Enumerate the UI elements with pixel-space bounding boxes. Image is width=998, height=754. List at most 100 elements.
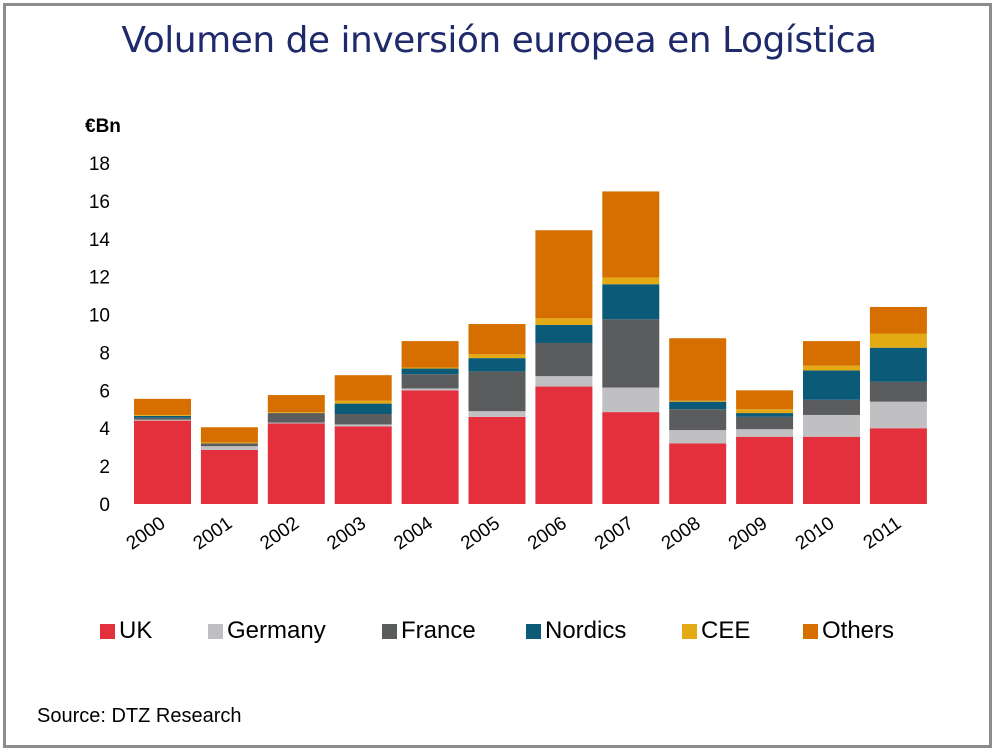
bar-segment-uk-2003 — [334, 426, 392, 504]
bar-segment-nordics-2008 — [669, 401, 727, 410]
y-tick-label: 6 — [99, 381, 110, 402]
x-tick-label: 2011 — [860, 513, 906, 554]
legend-swatch — [208, 623, 223, 639]
bar-segment-uk-2009 — [736, 436, 794, 504]
bar-segment-cee-2003 — [334, 400, 392, 404]
bar-segment-others-2004 — [401, 341, 459, 368]
legend-item-others: Others — [803, 614, 894, 648]
y-tick-label: 12 — [89, 268, 110, 289]
x-tick-label: 2003 — [323, 513, 370, 554]
bar-stack-2005 — [468, 324, 526, 504]
bar-stack-2001 — [200, 427, 258, 504]
legend-swatch — [100, 623, 115, 639]
legend-label: Germany — [227, 617, 326, 644]
bar-segment-others-2003 — [334, 375, 392, 401]
bar-segment-germany-2008 — [669, 430, 727, 444]
bar-segment-france-2002 — [267, 413, 325, 423]
bar-segment-france-2009 — [736, 416, 794, 430]
bar-segment-france-2008 — [669, 409, 727, 431]
y-tick-label: 16 — [89, 192, 110, 213]
x-tick-label: 2000 — [123, 513, 170, 554]
bar-segment-cee-2000 — [134, 414, 191, 416]
bar-segment-germany-2009 — [736, 429, 794, 437]
bar-segment-others-2006 — [535, 230, 593, 319]
bar-segment-cee-2005 — [468, 354, 526, 359]
bar-segment-others-2009 — [736, 390, 794, 410]
bar-stack-2011 — [869, 306, 927, 504]
bar-segment-uk-2000 — [134, 420, 191, 504]
bar-segment-germany-2001 — [200, 446, 258, 451]
legend-item-cee: CEE — [682, 614, 750, 648]
bar-segment-france-2010 — [803, 399, 860, 415]
y-tick-label: 18 — [89, 154, 110, 175]
bar-segment-uk-2004 — [401, 390, 459, 504]
bar-segment-uk-2008 — [669, 443, 727, 504]
bar-segment-germany-2003 — [334, 424, 392, 427]
bar-segment-uk-2007 — [602, 412, 660, 504]
bar-stack-2006 — [535, 230, 593, 504]
bar-segment-cee-2007 — [602, 277, 660, 285]
y-axis-ticks: 0 2 4 6 8 10 12 14 16 18 — [89, 154, 111, 516]
bar-segment-germany-2010 — [803, 414, 860, 437]
bar-stack-2007 — [602, 191, 660, 504]
legend-swatch — [682, 623, 697, 639]
chart-title: Volumen de inversión europea en Logístic… — [121, 20, 877, 61]
legend-swatch — [382, 623, 397, 639]
bar-segment-nordics-2005 — [468, 358, 526, 372]
bar-segment-germany-2007 — [602, 387, 660, 413]
bar-segment-cee-2011 — [869, 333, 927, 348]
bar-segment-france-2007 — [602, 319, 660, 388]
x-tick-label: 2004 — [390, 513, 437, 555]
bar-segment-germany-2006 — [535, 376, 593, 387]
bar-segment-cee-2002 — [267, 412, 325, 414]
y-tick-label: 8 — [99, 343, 110, 364]
legend-swatch — [526, 623, 541, 639]
bar-segment-nordics-2003 — [334, 403, 392, 415]
bar-segment-nordics-2000 — [134, 415, 191, 418]
legend-label: France — [401, 617, 476, 644]
bar-segment-others-2011 — [869, 306, 927, 334]
bar-segment-others-2010 — [803, 341, 860, 366]
legend-label: UK — [119, 617, 153, 644]
legend-item-germany: Germany — [208, 614, 326, 648]
bar-segment-germany-2002 — [267, 422, 325, 424]
bar-segment-others-2008 — [669, 338, 727, 401]
legend-item-nordics: Nordics — [526, 614, 626, 648]
bar-segment-others-2001 — [200, 427, 258, 443]
legend-label: CEE — [701, 617, 751, 644]
x-tick-label: 2008 — [658, 513, 705, 554]
bar-stack-2010 — [803, 341, 860, 504]
bar-segment-germany-2011 — [869, 401, 927, 429]
legend-swatch — [803, 623, 818, 639]
bar-segment-cee-2004 — [401, 367, 459, 369]
bar-segment-cee-2008 — [669, 400, 727, 402]
y-tick-label: 14 — [89, 230, 111, 251]
bar-segment-others-2005 — [468, 324, 526, 355]
bar-segment-uk-2010 — [803, 436, 860, 504]
bar-stack-2004 — [401, 341, 459, 504]
bar-segment-france-2000 — [134, 417, 191, 420]
bar-segment-nordics-2010 — [803, 370, 860, 400]
y-tick-label: 4 — [99, 419, 110, 440]
bar-segment-cee-2001 — [200, 442, 258, 444]
x-tick-label: 2009 — [725, 513, 772, 554]
x-tick-label: 2006 — [524, 513, 571, 554]
bar-segment-germany-2000 — [134, 419, 191, 421]
bar-segment-france-2003 — [334, 414, 392, 425]
bar-segment-nordics-2009 — [736, 413, 794, 417]
bar-segment-others-2002 — [267, 395, 325, 413]
bar-segment-france-2004 — [401, 374, 459, 389]
bar-segment-cee-2009 — [736, 409, 794, 414]
bar-segment-nordics-2011 — [869, 347, 927, 382]
x-tick-label: 2001 — [190, 513, 237, 554]
legend-label: Others — [822, 617, 895, 644]
x-tick-label: 2010 — [792, 513, 839, 554]
bar-segment-nordics-2004 — [401, 368, 459, 375]
legend-item-uk: UK — [100, 614, 152, 648]
bar-stack-2008 — [669, 338, 727, 504]
bar-segment-uk-2002 — [267, 423, 325, 504]
bar-segment-uk-2006 — [535, 386, 593, 504]
bar-segment-germany-2004 — [401, 388, 459, 391]
x-tick-label: 2002 — [256, 513, 303, 554]
bar-segment-uk-2001 — [200, 450, 258, 504]
